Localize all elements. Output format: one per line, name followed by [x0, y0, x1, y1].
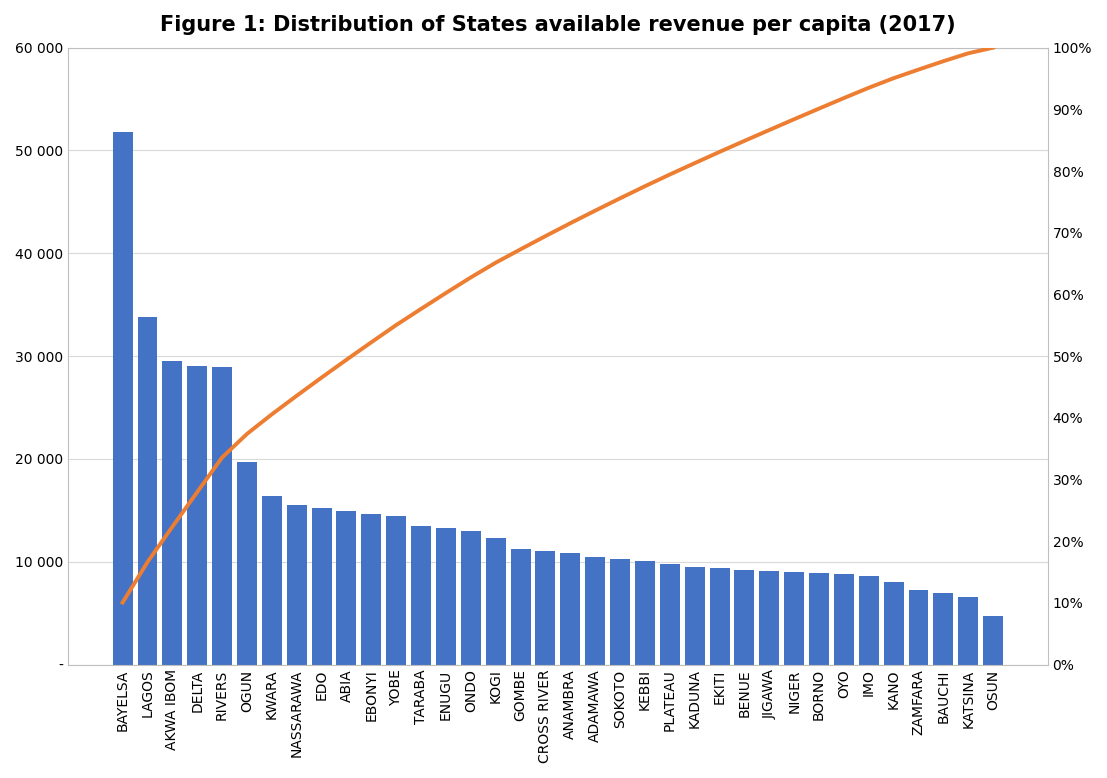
Bar: [660, 564, 680, 664]
Bar: [510, 549, 530, 664]
Bar: [436, 527, 456, 664]
Bar: [163, 361, 183, 664]
Bar: [312, 508, 331, 664]
Bar: [834, 574, 853, 664]
Bar: [610, 559, 630, 664]
Bar: [262, 496, 282, 664]
Title: Figure 1: Distribution of States available revenue per capita (2017): Figure 1: Distribution of States availab…: [161, 15, 955, 35]
Bar: [287, 505, 307, 664]
Bar: [213, 367, 232, 664]
Bar: [909, 591, 929, 664]
Bar: [933, 593, 953, 664]
Bar: [759, 571, 779, 664]
Bar: [486, 538, 506, 664]
Bar: [734, 570, 754, 664]
Bar: [386, 517, 406, 664]
Bar: [710, 568, 730, 664]
Bar: [361, 514, 381, 664]
Bar: [237, 462, 257, 664]
Bar: [411, 526, 431, 664]
Bar: [337, 511, 356, 664]
Bar: [859, 576, 879, 664]
Bar: [586, 556, 606, 664]
Bar: [461, 531, 480, 664]
Bar: [983, 616, 1003, 664]
Bar: [536, 552, 556, 664]
Bar: [137, 317, 157, 664]
Bar: [784, 572, 804, 664]
Bar: [883, 582, 903, 664]
Bar: [187, 366, 207, 664]
Bar: [959, 597, 979, 664]
Bar: [113, 132, 133, 664]
Bar: [809, 573, 829, 664]
Bar: [560, 553, 580, 664]
Bar: [685, 567, 705, 664]
Bar: [635, 561, 655, 664]
